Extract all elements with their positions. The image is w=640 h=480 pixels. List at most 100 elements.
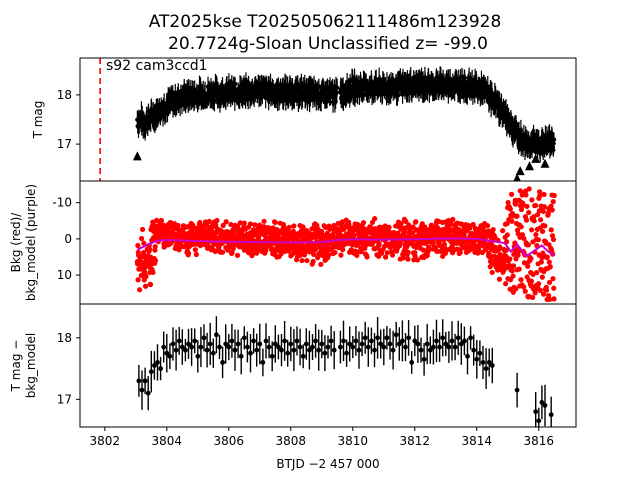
background-point — [154, 217, 160, 223]
data-point — [449, 338, 455, 344]
background-point — [551, 285, 557, 291]
data-point — [310, 344, 315, 350]
background-point — [518, 224, 524, 230]
data-point — [477, 350, 483, 356]
data-point — [269, 353, 275, 359]
background-point — [541, 204, 547, 210]
upper-limit-marker — [132, 151, 142, 161]
data-point — [539, 400, 545, 405]
background-point — [518, 277, 524, 283]
data-point — [217, 344, 222, 350]
background-point — [510, 263, 517, 269]
background-point — [539, 228, 546, 234]
data-point — [341, 338, 346, 344]
background-point — [532, 290, 538, 296]
background-point — [513, 286, 519, 292]
data-point — [186, 341, 191, 347]
background-point — [547, 263, 553, 270]
background-point — [505, 199, 511, 206]
background-point — [544, 254, 550, 260]
data-point — [282, 338, 287, 344]
data-point — [241, 335, 247, 341]
data-point — [325, 344, 331, 350]
background-point — [525, 242, 532, 248]
y-tick-label: 18 — [57, 88, 72, 102]
background-point — [139, 226, 146, 233]
background-point — [223, 219, 229, 225]
background-point — [497, 244, 503, 250]
data-point — [474, 356, 480, 362]
data-point — [418, 347, 424, 353]
data-point — [266, 344, 272, 350]
data-point — [279, 347, 284, 353]
data-point — [446, 344, 452, 350]
background-point — [518, 206, 525, 213]
background-point — [192, 247, 198, 253]
data-point — [551, 137, 557, 142]
background-point — [521, 284, 527, 290]
background-point — [193, 251, 199, 258]
data-point — [378, 341, 384, 347]
background-point — [412, 249, 418, 256]
background-point — [414, 257, 421, 263]
data-point — [245, 344, 250, 350]
background-point — [358, 249, 364, 255]
background-point — [379, 250, 385, 256]
x-tick-label: 3808 — [276, 434, 307, 448]
data-point — [359, 341, 365, 347]
background-point — [503, 281, 509, 287]
background-point — [372, 216, 378, 222]
data-point — [387, 341, 393, 347]
background-point — [150, 269, 156, 275]
background-point — [405, 256, 411, 262]
background-point — [250, 250, 256, 257]
data-point — [372, 347, 377, 353]
data-point — [480, 360, 486, 365]
background-point — [524, 203, 530, 209]
background-point — [533, 202, 539, 209]
background-point — [537, 193, 543, 199]
data-point — [362, 335, 368, 341]
data-point — [328, 338, 334, 344]
background-point — [250, 227, 257, 233]
data-point — [390, 347, 396, 353]
data-point — [195, 353, 201, 359]
background-point — [263, 230, 270, 236]
data-point — [316, 347, 322, 353]
data-point — [486, 360, 492, 365]
figure-title-line-1: AT2025kse T202505062111486m123928 — [149, 12, 502, 32]
data-point — [263, 338, 269, 344]
data-point — [334, 85, 340, 90]
background-point — [537, 287, 543, 294]
data-point — [189, 344, 195, 350]
data-point — [356, 347, 362, 353]
background-point — [335, 220, 341, 227]
data-point — [214, 332, 219, 338]
background-point — [135, 242, 141, 249]
background-point — [340, 247, 346, 253]
background-point — [147, 281, 154, 288]
background-point — [426, 246, 433, 253]
background-point — [541, 191, 547, 198]
panel-frame — [79, 303, 577, 428]
data-point — [276, 344, 281, 350]
background-point — [516, 266, 522, 272]
background-point — [550, 236, 557, 243]
background-point — [484, 223, 491, 229]
background-point — [533, 231, 539, 238]
background-point — [142, 283, 149, 289]
background-point — [523, 217, 530, 223]
background-point — [551, 296, 557, 302]
background-point — [507, 286, 513, 292]
background-point — [143, 273, 149, 279]
data-point — [207, 341, 213, 347]
data-point — [300, 353, 306, 359]
background-point — [549, 207, 555, 213]
bkg-model-line — [136, 237, 555, 258]
background-point — [504, 220, 510, 227]
background-point — [247, 221, 254, 227]
plot-area — [134, 186, 557, 303]
background-point — [542, 223, 548, 229]
background-point — [470, 221, 476, 228]
y-tick-label: -10 — [52, 196, 72, 210]
